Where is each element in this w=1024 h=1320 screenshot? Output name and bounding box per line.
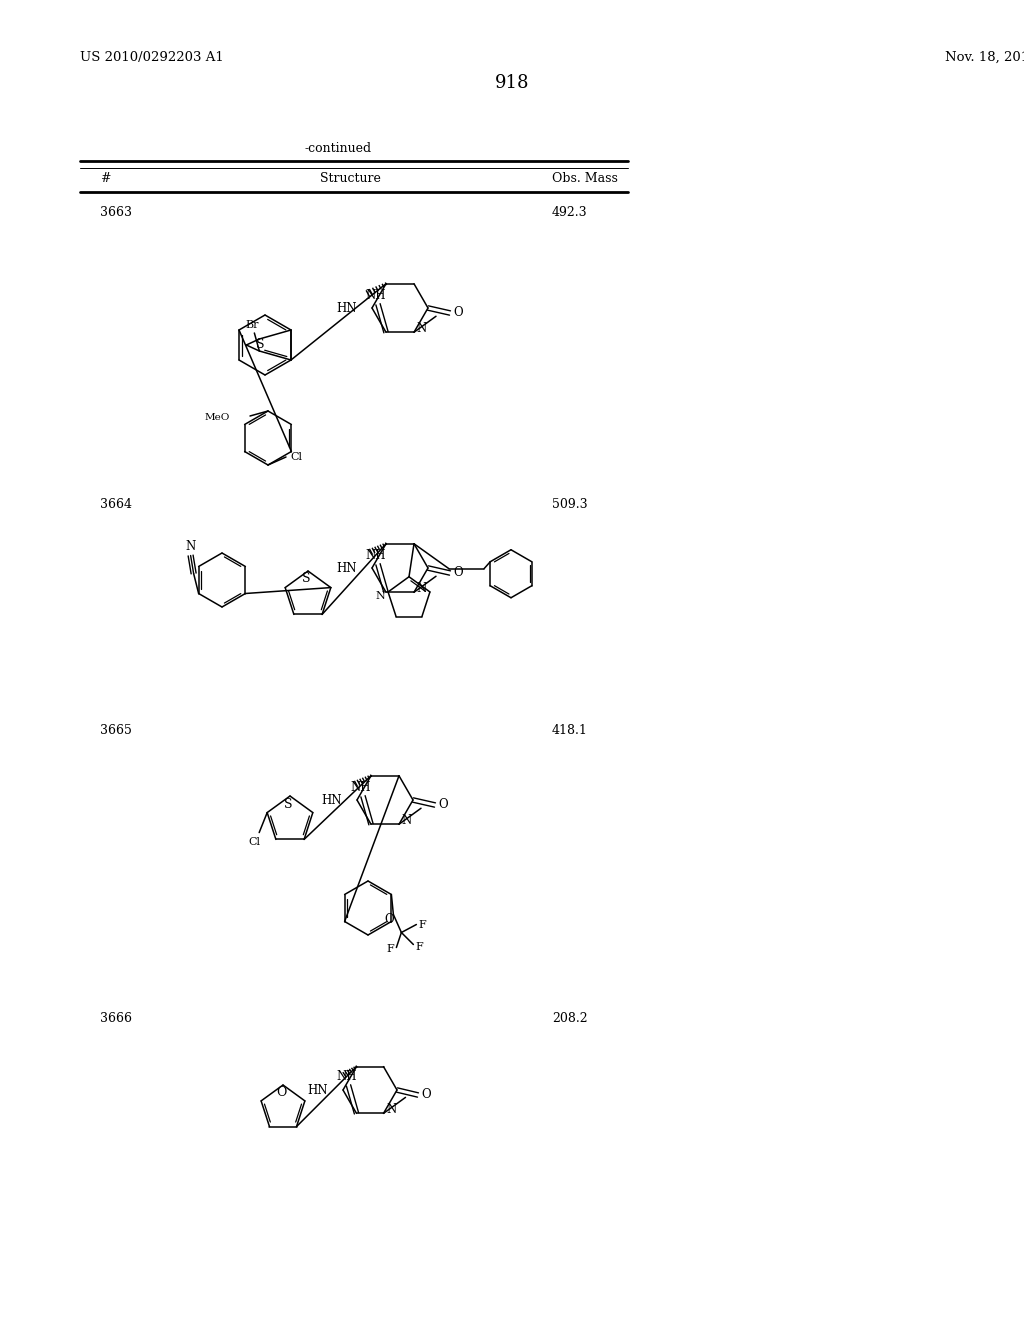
Text: Obs. Mass: Obs. Mass [552,173,617,186]
Text: O: O [438,799,447,812]
Text: -continued: -continued [304,141,372,154]
Text: Cl: Cl [290,451,302,462]
Text: #: # [100,173,111,186]
Text: N: N [417,322,427,335]
Text: O: O [421,1089,431,1101]
Text: S: S [302,573,310,586]
Text: 418.1: 418.1 [552,723,588,737]
Text: HN: HN [322,793,342,807]
Text: 3663: 3663 [100,206,132,219]
Text: N: N [375,591,385,601]
Text: HN: HN [307,1084,328,1097]
Text: 492.3: 492.3 [552,206,588,219]
Text: NH: NH [336,1071,356,1082]
Text: O: O [385,913,394,927]
Text: Br: Br [246,319,259,330]
Text: Cl: Cl [248,837,260,846]
Text: O: O [454,306,463,319]
Text: 3665: 3665 [100,723,132,737]
Text: HN: HN [337,561,357,574]
Text: 208.2: 208.2 [552,1011,588,1024]
Text: HN: HN [337,301,357,314]
Text: F: F [416,941,423,952]
Text: 918: 918 [495,74,529,92]
Text: Structure: Structure [319,173,381,186]
Text: N: N [417,582,427,595]
Text: US 2010/0292203 A1: US 2010/0292203 A1 [80,50,224,63]
Text: F: F [386,945,394,954]
Text: S: S [284,797,292,810]
Text: N: N [185,540,196,553]
Text: NH: NH [351,780,372,793]
Text: N: N [386,1104,396,1115]
Text: NH: NH [366,549,386,562]
Text: NH: NH [366,289,386,302]
Text: F: F [419,920,426,929]
Text: Nov. 18, 2010: Nov. 18, 2010 [945,50,1024,63]
Text: O: O [454,566,463,579]
Text: S: S [256,338,264,351]
Text: O: O [275,1086,286,1100]
Text: MeO: MeO [205,413,230,422]
Text: 3664: 3664 [100,499,132,511]
Text: 509.3: 509.3 [552,499,588,511]
Text: 3666: 3666 [100,1011,132,1024]
Text: N: N [401,813,412,826]
